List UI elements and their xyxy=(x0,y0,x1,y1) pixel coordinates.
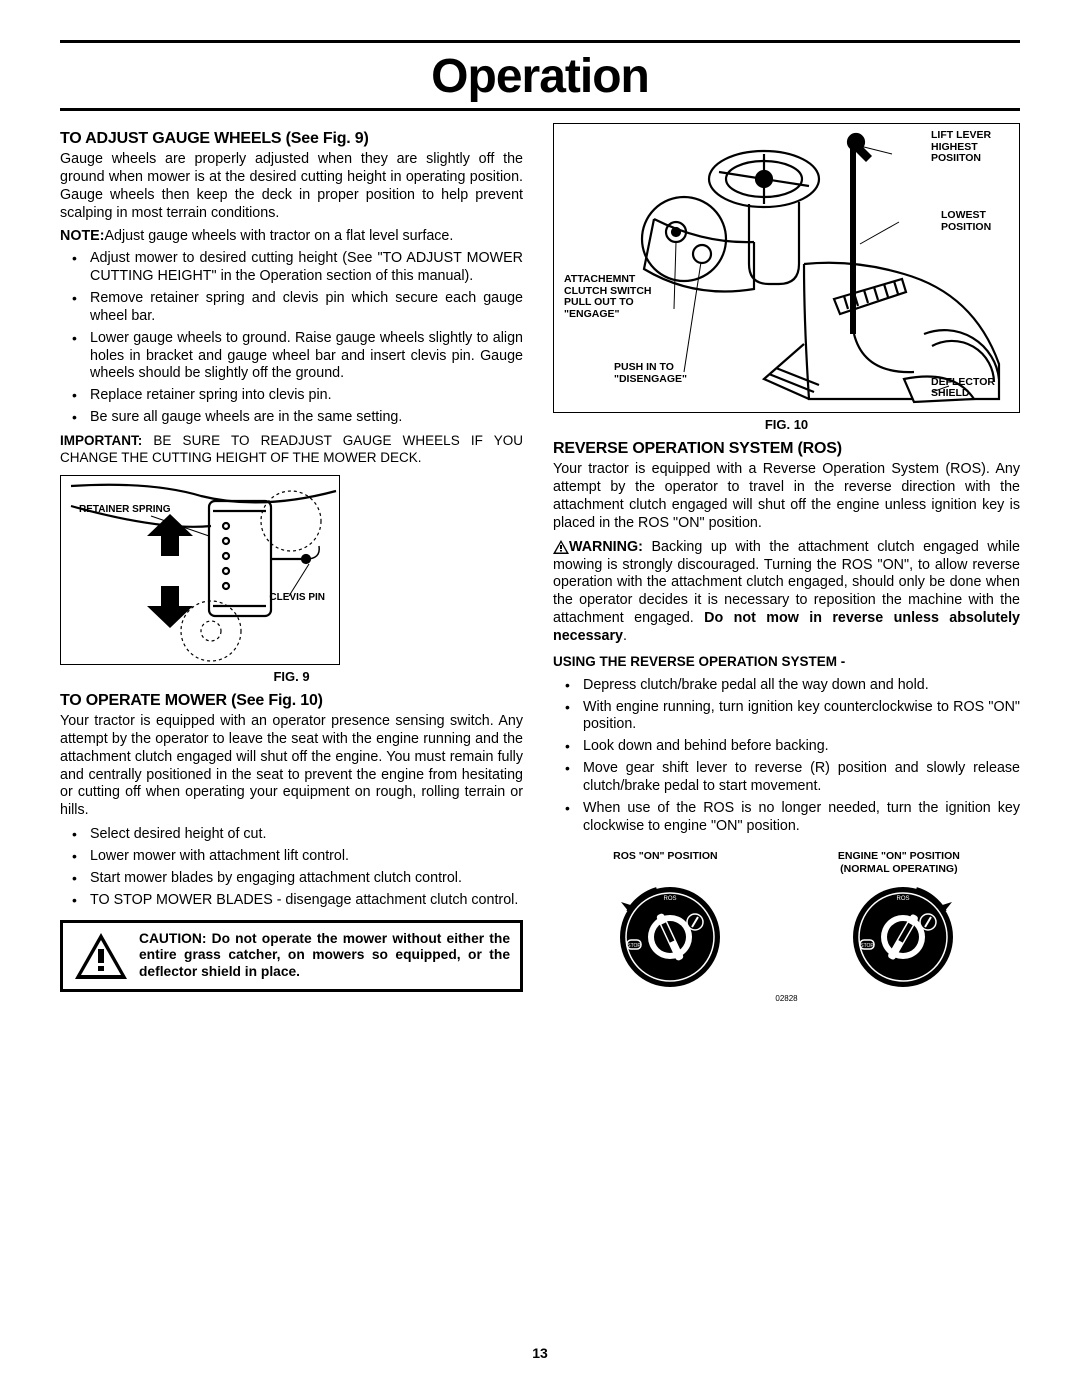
top-rule xyxy=(60,40,1020,43)
list-item: Replace retainer spring into clevis pin. xyxy=(60,387,523,405)
fig10-label-attach: ATTACHEMNT CLUTCH SWITCH PULL OUT TO "EN… xyxy=(564,274,664,320)
list-item: Look down and behind before backing. xyxy=(553,738,1020,756)
list-item: With engine running, turn ignition key c… xyxy=(553,699,1020,735)
right-column: LIFT LEVER HIGHEST POSIITON LOWEST POSIT… xyxy=(553,123,1020,1004)
list-item: TO STOP MOWER BLADES - disengage attachm… xyxy=(60,892,523,910)
page-title: Operation xyxy=(60,49,1020,104)
heading-gauge-wheels: TO ADJUST GAUGE WHEELS (See Fig. 9) xyxy=(60,129,523,149)
important-lead: IMPORTANT: xyxy=(60,433,142,448)
operate-intro: Your tractor is equipped with an operato… xyxy=(60,713,523,820)
list-item: Adjust mower to desired cutting height (… xyxy=(60,250,523,286)
ros-warning: WARNING: Backing up with the attachment … xyxy=(553,539,1020,646)
figure-10-caption: FIG. 10 xyxy=(553,417,1020,433)
list-item: Start mower blades by engaging attachmen… xyxy=(60,870,523,888)
caution-box: CAUTION: Do not operate the mower withou… xyxy=(60,920,523,992)
list-item: When use of the ROS is no longer needed,… xyxy=(553,800,1020,836)
svg-text:ROS: ROS xyxy=(897,896,910,902)
figure-10-box: LIFT LEVER HIGHEST POSIITON LOWEST POSIT… xyxy=(553,123,1020,413)
list-item: Lower mower with attachment lift control… xyxy=(60,848,523,866)
engine-on-line1: ENGINE "ON" POSITION xyxy=(838,850,960,862)
operate-steps-list: Select desired height of cut. Lower mowe… xyxy=(60,826,523,909)
ros-steps-list: Depress clutch/brake pedal all the way d… xyxy=(553,677,1020,836)
engine-dial-icon: ROS STOP xyxy=(848,882,958,992)
engine-on-label: ENGINE "ON" POSITION (NORMAL OPERATING) xyxy=(838,850,960,876)
list-item: Remove retainer spring and clevis pin wh… xyxy=(60,290,523,326)
list-item: Depress clutch/brake pedal all the way d… xyxy=(553,677,1020,695)
heading-operate-mower: TO OPERATE MOWER (See Fig. 10) xyxy=(60,691,523,711)
list-item: Move gear shift lever to reverse (R) pos… xyxy=(553,760,1020,796)
caution-text: CAUTION: Do not operate the mower withou… xyxy=(139,931,510,981)
page-number: 13 xyxy=(0,1345,1080,1361)
ros-dial-icon: ROS STOP xyxy=(615,882,725,992)
warning-triangle-icon xyxy=(73,931,129,981)
fig10-label-lowest: LOWEST POSITION xyxy=(941,210,1011,233)
gauge-intro: Gauge wheels are properly adjusted when … xyxy=(60,151,523,222)
dial-labels-row: ROS "ON" POSITION ENGINE "ON" POSITION (… xyxy=(553,850,1020,876)
gauge-steps-list: Adjust mower to desired cutting height (… xyxy=(60,250,523,427)
ros-on-label: ROS "ON" POSITION xyxy=(613,850,717,876)
list-item: Be sure all gauge wheels are in the same… xyxy=(60,409,523,427)
svg-text:ROS: ROS xyxy=(663,896,676,902)
svg-text:STOP: STOP xyxy=(860,943,874,949)
fig10-label-push: PUSH IN TO "DISENGAGE" xyxy=(614,362,714,385)
part-number: 02828 xyxy=(553,994,1020,1004)
two-column-layout: TO ADJUST GAUGE WHEELS (See Fig. 9) Gaug… xyxy=(60,123,1020,1004)
list-item: Select desired height of cut. xyxy=(60,826,523,844)
dial-images-row: ROS STOP ROS STOP xyxy=(553,882,1020,992)
ros-subheading: USING THE REVERSE OPERATION SYSTEM - xyxy=(553,654,1020,671)
svg-text:STOP: STOP xyxy=(627,943,641,949)
engine-on-line2: (NORMAL OPERATING) xyxy=(840,863,957,875)
figure-9-caption: FIG. 9 xyxy=(60,669,523,685)
period: . xyxy=(623,628,627,644)
fig9-label-clevis: CLEVIS PIN xyxy=(269,592,325,603)
left-column: TO ADJUST GAUGE WHEELS (See Fig. 9) Gaug… xyxy=(60,123,523,1004)
fig9-label-retainer: RETAINER SPRING xyxy=(79,504,171,515)
note-lead: NOTE: xyxy=(60,228,104,244)
note-body: Adjust gauge wheels with tractor on a fl… xyxy=(104,228,453,244)
fig10-label-lift: LIFT LEVER HIGHEST POSIITON xyxy=(931,130,1011,165)
title-block: Operation xyxy=(60,45,1020,106)
warning-lead: WARNING: xyxy=(569,539,643,555)
heading-ros: REVERSE OPERATION SYSTEM (ROS) xyxy=(553,439,1020,459)
ros-intro: Your tractor is equipped with a Reverse … xyxy=(553,461,1020,532)
title-underline xyxy=(60,108,1020,111)
figure-9-box: RETAINER SPRING CLEVIS PIN xyxy=(60,475,340,665)
list-item: Lower gauge wheels to ground. Raise gaug… xyxy=(60,330,523,384)
gauge-note: NOTE:Adjust gauge wheels with tractor on… xyxy=(60,228,523,246)
warning-triangle-icon xyxy=(553,539,569,555)
fig10-label-deflector: DEFLECTOR SHIELD xyxy=(931,377,1011,400)
important-note: IMPORTANT: BE SURE TO READJUST GAUGE WHE… xyxy=(60,433,523,467)
